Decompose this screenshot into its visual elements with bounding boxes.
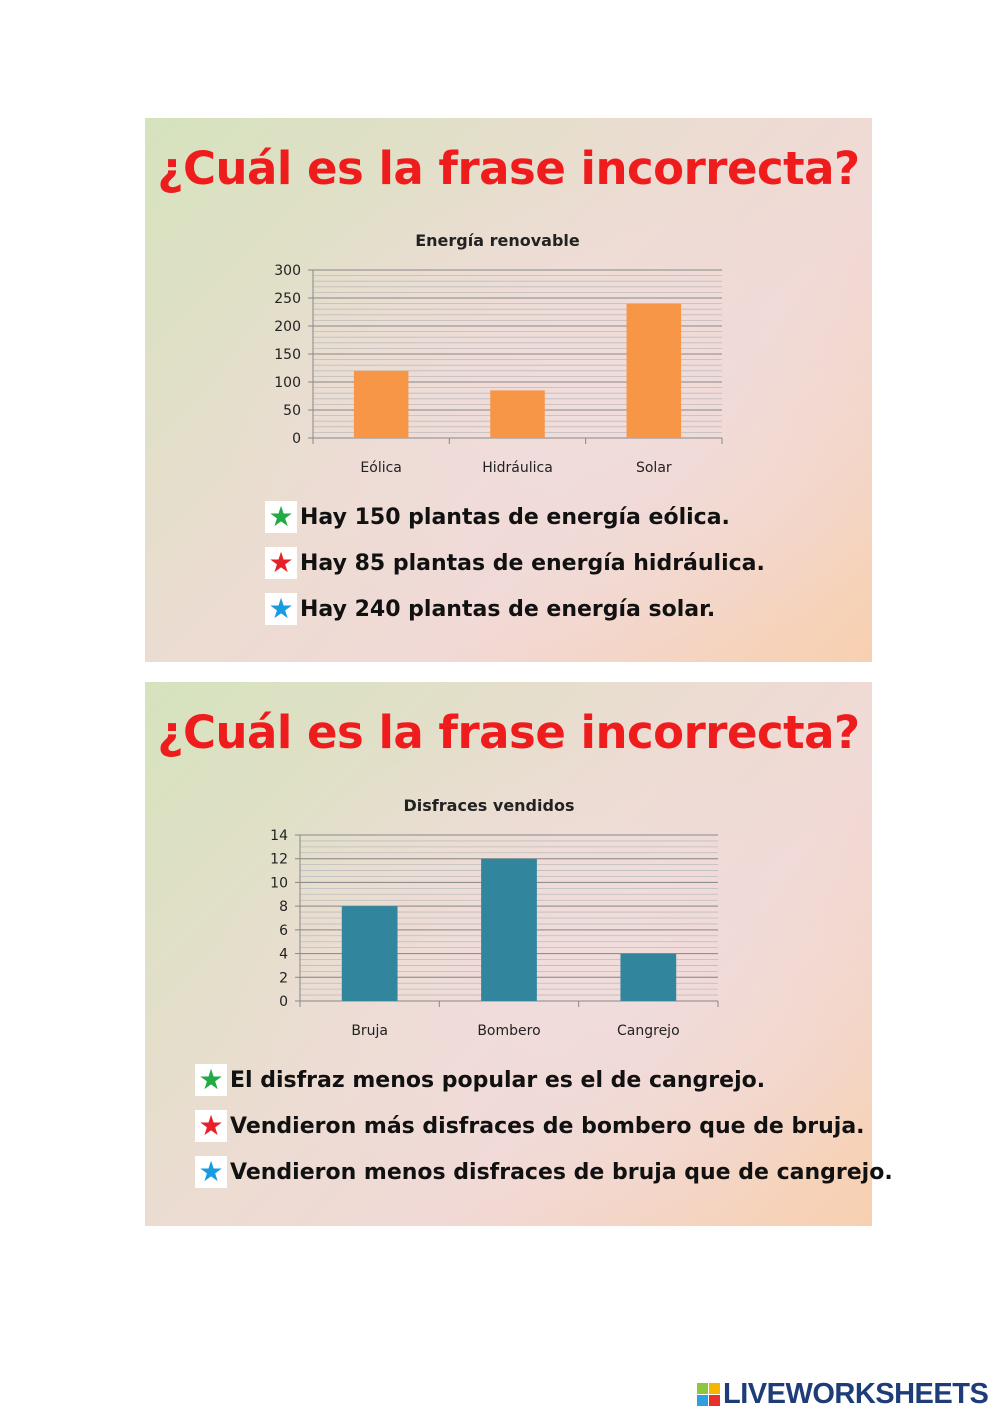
y-tick-label: 6 [279, 923, 288, 939]
option-3[interactable]: ★ Vendieron menos disfraces de bruja que … [195, 1156, 893, 1188]
x-tick-label: Eólica [360, 460, 401, 476]
y-tick-label: 12 [270, 852, 288, 868]
slide-2: ¿Cuál es la frase incorrecta? Disfraces … [145, 682, 893, 1226]
x-tick-label: Hidráulica [482, 460, 553, 476]
slide-1: ¿Cuál es la frase incorrecta? Energía re… [145, 118, 872, 662]
option-text: Hay 150 plantas de energía eólica. [300, 504, 730, 530]
y-tick-label: 2 [279, 970, 288, 986]
star-icon: ★ [265, 547, 297, 579]
bar-hidráulica [490, 390, 545, 438]
option-2[interactable]: ★ Vendieron más disfraces de bombero que … [195, 1110, 865, 1142]
bar-bruja [341, 906, 398, 1001]
liveworksheets-logo: LIVEWORKSHEETS [697, 1378, 989, 1411]
option-text: Vendieron más disfraces de bombero que d… [230, 1113, 865, 1139]
y-tick-label: 0 [292, 431, 301, 447]
logo-text: LIVEWORKSHEETS [723, 1378, 989, 1410]
y-tick-label: 8 [279, 899, 288, 915]
star-icon: ★ [265, 593, 297, 625]
star-icon: ★ [195, 1064, 227, 1096]
bar-bombero [481, 858, 537, 1001]
x-tick-label: Solar [636, 460, 672, 476]
bar-chart-disfraces: Disfraces vendidos 0 2 4 6 8 10 12 14 Bruja Bomber… [270, 796, 719, 1039]
option-2[interactable]: ★ Hay 85 plantas de energía hidráulica. [265, 547, 765, 579]
y-tick-label: 200 [274, 319, 301, 335]
y-tick-label: 4 [279, 947, 288, 963]
y-tick-label: 10 [270, 875, 288, 891]
y-tick-label: 100 [274, 375, 301, 391]
y-tick-label: 50 [283, 403, 301, 419]
option-text: El disfraz menos popular es el de cangre… [230, 1067, 766, 1093]
option-text: Hay 240 plantas de energía solar. [300, 596, 716, 622]
star-icon: ★ [265, 501, 297, 533]
option-text: Hay 85 plantas de energía hidráulica. [300, 550, 765, 576]
y-tick-label: 14 [270, 828, 288, 844]
slide-title: ¿Cuál es la frase incorrecta? [157, 142, 860, 195]
chart-title: Disfraces vendidos [404, 796, 575, 815]
x-tick-label: Bombero [477, 1023, 540, 1039]
x-tick-label: Cangrejo [617, 1023, 680, 1039]
bar-chart-energia: Energía renovable 0 50 100 150 200 250 300 Eólic… [274, 231, 723, 476]
option-1[interactable]: ★ El disfraz menos popular es el de cangr… [195, 1064, 765, 1096]
chart-title: Energía renovable [415, 231, 580, 250]
option-1[interactable]: ★ Hay 150 plantas de energía eólica. [265, 501, 730, 533]
y-tick-label: 250 [274, 291, 301, 307]
bar-cangrejo [620, 953, 677, 1001]
option-text: Vendieron menos disfraces de bruja que d… [230, 1159, 893, 1185]
x-tick-label: Bruja [351, 1023, 388, 1039]
logo-icon [697, 1383, 720, 1406]
y-tick-label: 300 [274, 263, 301, 279]
bar-solar [626, 303, 682, 438]
y-tick-label: 0 [279, 994, 288, 1010]
star-icon: ★ [195, 1110, 227, 1142]
y-tick-label: 150 [274, 347, 301, 363]
bar-eólica [353, 370, 409, 438]
star-icon: ★ [195, 1156, 227, 1188]
slide-title: ¿Cuál es la frase incorrecta? [157, 706, 860, 759]
option-3[interactable]: ★ Hay 240 plantas de energía solar. [265, 593, 715, 625]
